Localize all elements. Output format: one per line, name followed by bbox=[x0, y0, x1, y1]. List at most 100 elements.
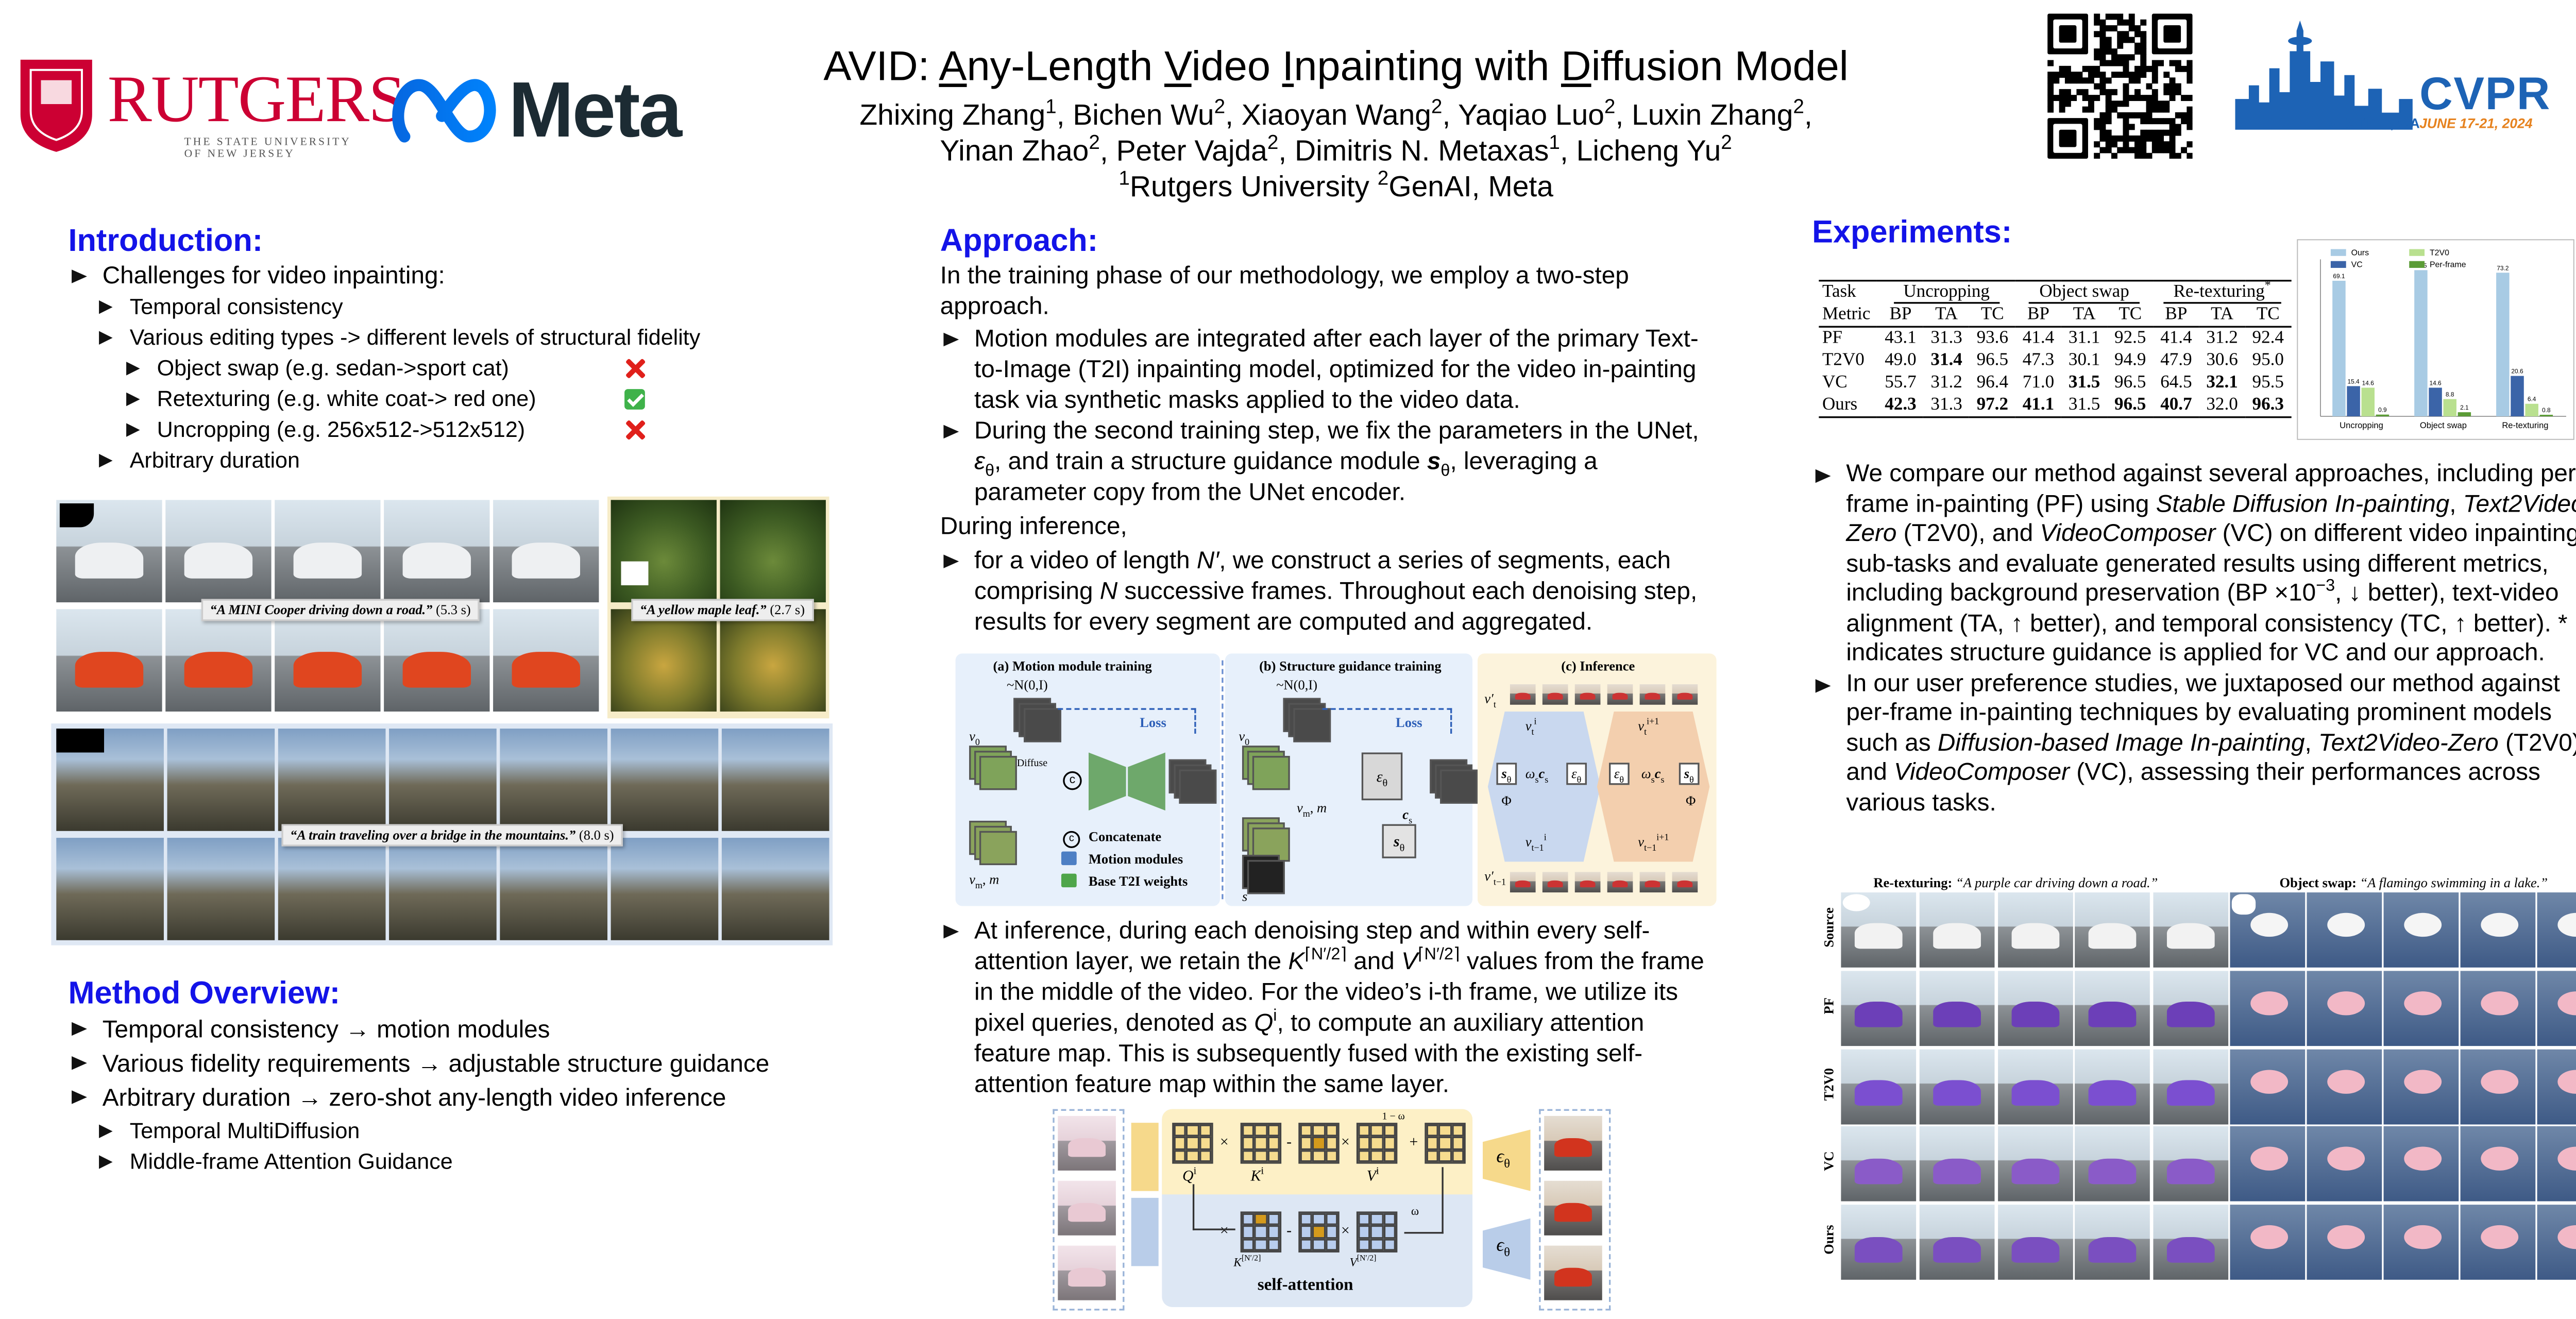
qr-module bbox=[2175, 129, 2181, 136]
bullet-text: Temporal MultiDiffusion bbox=[129, 1118, 360, 1143]
author-line: Yinan Zhao2, Peter Vajda2, Dimitris N. M… bbox=[648, 133, 2023, 169]
video-frame bbox=[165, 500, 272, 603]
text-run: 2 bbox=[1793, 96, 1804, 119]
qr-module bbox=[2088, 106, 2094, 113]
qr-module bbox=[2181, 95, 2188, 102]
matrix-cell bbox=[1312, 1238, 1326, 1251]
video-frame bbox=[611, 838, 719, 940]
object bbox=[1068, 1269, 1106, 1288]
qr-module bbox=[2151, 118, 2158, 125]
qr-module bbox=[2140, 72, 2147, 78]
qr-module bbox=[2076, 89, 2083, 95]
object bbox=[2167, 1080, 2215, 1106]
qr-module bbox=[2187, 124, 2193, 130]
table-cell: 42.3 bbox=[1885, 396, 1917, 415]
table-cell: 92.5 bbox=[2114, 329, 2146, 348]
qr-module bbox=[2187, 72, 2193, 78]
qr-module bbox=[2064, 95, 2071, 102]
text-run: successive frames. Throughout each denoi… bbox=[974, 578, 1698, 637]
text-run: Stable Diffusion In-painting bbox=[2156, 491, 2450, 518]
bullet-text: Uncropping (e.g. 256x512->512x512) bbox=[157, 416, 526, 442]
text-run: (T2V0), and bbox=[1846, 729, 2576, 787]
figure-title: Object swap: “A flamingo swimming in a l… bbox=[2280, 875, 2548, 891]
qr-module bbox=[2123, 100, 2129, 107]
video-frame bbox=[2075, 1049, 2151, 1124]
qr-module bbox=[2134, 31, 2141, 38]
qr-module bbox=[2128, 112, 2135, 119]
video-frame bbox=[2307, 1205, 2381, 1280]
text-run: s bbox=[1545, 775, 1549, 786]
qr-module bbox=[2169, 118, 2176, 125]
header-cell: TA bbox=[2211, 305, 2234, 325]
bullet-item: At inference, during each denoising step… bbox=[940, 916, 1725, 1101]
text-run: 0 bbox=[1245, 738, 1250, 749]
qr-module bbox=[2111, 60, 2117, 66]
qr-module bbox=[2064, 100, 2071, 107]
qr-module bbox=[2094, 72, 2100, 78]
qr-module bbox=[2134, 48, 2141, 55]
qr-module bbox=[2140, 153, 2147, 159]
qr-module bbox=[2163, 100, 2170, 107]
teaser-figure: “A MINI Cooper driving down a road.” (5.… bbox=[51, 496, 833, 945]
loss-line bbox=[1322, 708, 1452, 734]
qr-module bbox=[2181, 118, 2188, 125]
diagram-label: × bbox=[1219, 1133, 1229, 1151]
bullet-item: We compare our method against several ap… bbox=[1812, 461, 2576, 670]
diagram-label: s bbox=[1242, 889, 1247, 904]
video-frame bbox=[611, 609, 717, 712]
matrix-cell bbox=[1358, 1225, 1371, 1239]
object bbox=[2089, 1080, 2137, 1106]
mask bbox=[59, 503, 94, 528]
text-run: s bbox=[1651, 775, 1655, 786]
matrix-cell bbox=[1242, 1149, 1255, 1162]
author-line: Zhixing Zhang1, Bichen Wu2, Xiaoyan Wang… bbox=[648, 97, 2023, 133]
text-run: 2 bbox=[1721, 131, 1732, 154]
mask bbox=[2231, 894, 2256, 915]
diagram-label: ωscs bbox=[1641, 766, 1665, 785]
table-cell: 30.1 bbox=[2068, 351, 2100, 370]
matrix bbox=[1356, 1211, 1398, 1253]
row-label: T2V0 bbox=[1821, 1067, 1837, 1100]
qr-module bbox=[2134, 42, 2141, 49]
results-table: Task Uncropping Object swap Re-texturing* Me… bbox=[1819, 280, 2291, 418]
matrix-cell bbox=[1438, 1149, 1452, 1162]
row-label: VC bbox=[1821, 1152, 1837, 1172]
cvpr-place: SEATTLE, WA bbox=[2329, 116, 2420, 132]
legend-swatch bbox=[2330, 261, 2346, 268]
matrix-cell bbox=[1186, 1124, 1199, 1137]
qr-module bbox=[2094, 153, 2100, 159]
text-run: i bbox=[1544, 833, 1547, 844]
video-frame bbox=[1841, 1049, 1917, 1124]
diagram-label: (b) Structure guidance training bbox=[1259, 658, 1442, 674]
video-frame bbox=[721, 729, 829, 831]
qr-module bbox=[2151, 72, 2158, 78]
qr-module bbox=[2134, 112, 2141, 119]
bullet-text: Arbitrary duration bbox=[129, 447, 300, 473]
matrix-cell bbox=[1438, 1137, 1452, 1149]
qr-module bbox=[2158, 147, 2164, 154]
video-frame bbox=[1544, 1115, 1602, 1171]
qr-module bbox=[2117, 42, 2124, 49]
object bbox=[2089, 1158, 2137, 1184]
video-frame bbox=[1510, 684, 1536, 705]
video-frame bbox=[2383, 970, 2458, 1046]
figure-caption: “A yellow maple leaf.” (2.7 s) bbox=[631, 599, 814, 621]
matrix-cell bbox=[1358, 1149, 1371, 1162]
qr-module bbox=[2105, 25, 2112, 31]
qr-module bbox=[2059, 89, 2065, 95]
frame-stack bbox=[1293, 708, 1331, 742]
matrix-cell bbox=[1312, 1213, 1326, 1226]
diagram-label: (c) Inference bbox=[1561, 658, 1635, 674]
text-run: t bbox=[1531, 728, 1534, 738]
qr-module bbox=[2047, 106, 2054, 113]
text-run: ϵ bbox=[1496, 1146, 1504, 1168]
qr-module bbox=[2123, 19, 2129, 26]
section-heading: Method Overview: bbox=[68, 974, 341, 1010]
text-run: v′ bbox=[1484, 691, 1494, 707]
sub-list: Temporal MultiDiffusion Middle-frame Atte… bbox=[68, 1116, 836, 1177]
qr-module bbox=[2134, 147, 2141, 154]
text-run: values from the frame in the middle of t… bbox=[974, 949, 1704, 1038]
module-box: εθ bbox=[1566, 763, 1587, 785]
row-label: PF bbox=[1821, 997, 1837, 1014]
text-run: θ bbox=[985, 462, 995, 481]
